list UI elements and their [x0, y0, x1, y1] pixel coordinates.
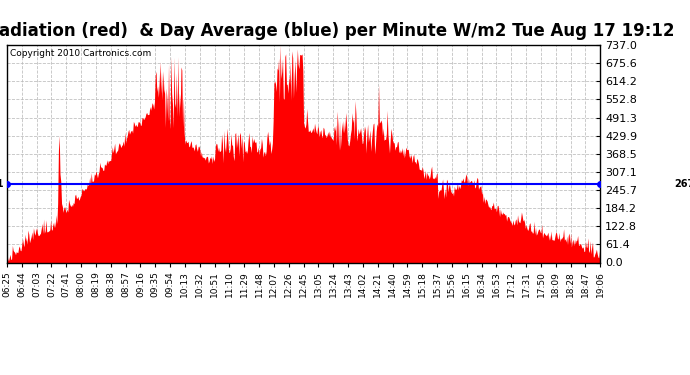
Text: 267.11: 267.11: [674, 178, 690, 189]
Text: Copyright 2010 Cartronics.com: Copyright 2010 Cartronics.com: [10, 50, 151, 58]
Text: 267.11: 267.11: [0, 178, 4, 189]
Text: Solar Radiation (red)  & Day Average (blue) per Minute W/m2 Tue Aug 17 19:12: Solar Radiation (red) & Day Average (blu…: [0, 22, 675, 40]
